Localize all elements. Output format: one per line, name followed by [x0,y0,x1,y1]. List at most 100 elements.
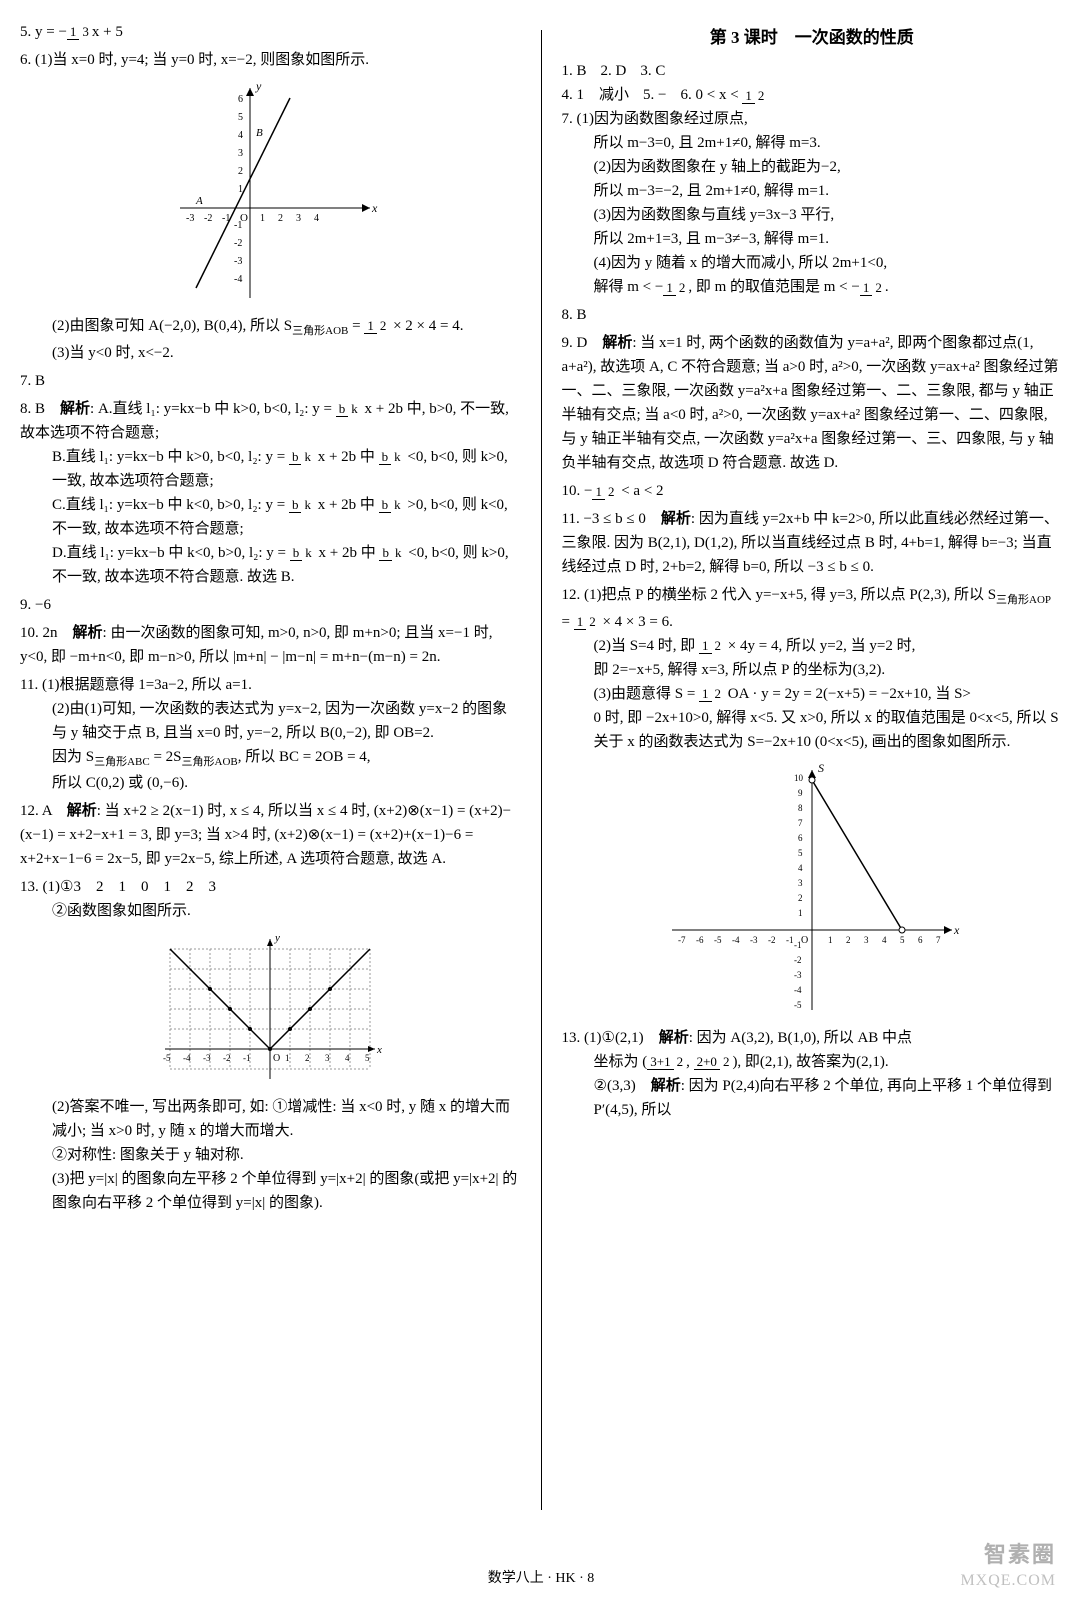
svg-text:4: 4 [882,935,887,945]
rq13: 13. (1)①(2,1) 解析: 因为 A(3,2), B(1,0), 所以 … [562,1026,1063,1122]
graph-svg-2: x y O 1 2 3 4 5 -1 -2 -3 -4 -5 [155,929,385,1089]
svg-text:-2: -2 [223,1053,231,1063]
svg-text:3: 3 [238,148,243,159]
q6-graph: x y O 1234 -1-2-3 123456 -1-2-3-4 A B [20,78,521,308]
svg-text:5: 5 [900,935,905,945]
svg-text:x: x [376,1044,382,1056]
watermark: 智素圈 [984,1537,1056,1572]
q6-num: 6. [20,52,31,68]
q8: 8. B 解析: A.直线 l₁: y=kx−b 中 k>0, b<0, l₂:… [20,397,521,589]
graph-svg-3: x S O 1234567 -1-2-3-4-5-6-7 12345678910… [662,760,962,1020]
rq12: 12. (1)把点 P 的横坐标 2 代入 y=−x+5, 得 y=3, 所以点… [562,583,1063,1020]
svg-text:-2: -2 [234,238,242,249]
svg-text:2: 2 [798,893,803,903]
svg-text:O: O [801,935,808,946]
rq9: 9. D 解析: 当 x=1 时, 两个函数的函数值为 y=a+a², 即两个图… [562,331,1063,475]
svg-text:x: x [953,923,960,937]
svg-text:4: 4 [238,130,243,141]
section-title: 第 3 课时 一次函数的性质 [562,24,1063,51]
graph-svg-1: x y O 1234 -1-2-3 123456 -1-2-3-4 A B [160,78,380,308]
q6-p3: (3)当 y<0 时, x<−2. [20,341,521,365]
svg-text:2: 2 [846,935,851,945]
svg-text:2: 2 [278,213,283,224]
svg-text:S: S [818,761,824,775]
svg-text:-3: -3 [203,1053,211,1063]
svg-text:y: y [255,79,262,93]
rq12-graph: x S O 1234567 -1-2-3-4-5-6-7 12345678910… [562,760,1063,1020]
svg-text:6: 6 [798,833,803,843]
svg-text:-4: -4 [794,985,802,995]
svg-text:-6: -6 [696,935,704,945]
svg-text:x: x [371,201,378,215]
svg-text:O: O [273,1053,280,1064]
svg-text:-1: -1 [243,1053,251,1063]
page-footer: 数学八上 · HK · 8 [0,1568,1082,1590]
svg-text:5: 5 [365,1053,370,1063]
left-column: 5. y = −13x + 5 6. (1)当 x=0 时, y=4; 当 y=… [0,20,541,1520]
svg-text:A: A [195,195,203,207]
row2: 4. 1 减小 5. − 6. 0 < x < 12 [562,83,1063,107]
q13: 13. (1)①3 2 1 0 1 2 3 ②函数图象如图所示. x y O 1 [20,875,521,1215]
svg-text:5: 5 [238,112,243,123]
svg-text:2: 2 [238,166,243,177]
q13-graph: x y O 1 2 3 4 5 -1 -2 -3 -4 -5 [20,929,521,1089]
svg-text:3: 3 [864,935,869,945]
svg-text:4: 4 [798,863,803,873]
svg-text:-4: -4 [234,274,242,285]
svg-text:-2: -2 [794,955,802,965]
svg-text:1: 1 [828,935,833,945]
svg-text:1: 1 [285,1053,290,1063]
q6-p2: (2)由图象可知 A(−2,0), B(0,4), 所以 S三角形AOB = 1… [20,314,521,341]
rq10: 10. −12 < a < 2 [562,479,1063,503]
svg-text:3: 3 [798,878,803,888]
svg-text:-2: -2 [768,935,776,945]
svg-text:1: 1 [260,213,265,224]
svg-text:-5: -5 [163,1053,171,1063]
svg-text:-1: -1 [234,220,242,231]
q12: 12. A 解析: 当 x+2 ≥ 2(x−1) 时, x ≤ 4, 所以当 x… [20,799,521,871]
svg-text:-4: -4 [183,1053,191,1063]
svg-text:9: 9 [798,788,803,798]
q9: 9. −6 [20,593,521,617]
svg-text:y: y [274,932,280,944]
svg-text:3: 3 [325,1053,330,1063]
q10: 10. 2n 解析: 由一次函数的图象可知, m>0, n>0, 即 m+n>0… [20,621,521,669]
rq11: 11. −3 ≤ b ≤ 0 解析: 因为直线 y=2x+b 中 k=2>0, … [562,507,1063,579]
svg-text:8: 8 [798,803,803,813]
svg-text:4: 4 [314,213,319,224]
svg-text:1: 1 [798,908,803,918]
svg-text:-3: -3 [186,213,194,224]
rq8: 8. B [562,303,1063,327]
watermark-url: MXQE.COM [960,1568,1056,1594]
svg-text:B: B [256,127,263,139]
svg-text:-3: -3 [794,970,802,980]
svg-text:-1: -1 [786,935,794,945]
q6: 6. (1)当 x=0 时, y=4; 当 y=0 时, x=−2, 则图象如图… [20,48,521,365]
svg-text:-1: -1 [794,940,802,950]
right-column: 第 3 课时 一次函数的性质 1. B 2. D 3. C 4. 1 减小 5.… [542,20,1082,1520]
q7: 7. B [20,369,521,393]
svg-text:-7: -7 [678,935,686,945]
svg-text:7: 7 [936,935,941,945]
svg-text:-4: -4 [732,935,740,945]
svg-text:2: 2 [305,1053,310,1063]
svg-text:4: 4 [345,1053,350,1063]
svg-text:7: 7 [798,818,803,828]
row1: 1. B 2. D 3. C [562,59,1063,83]
svg-text:3: 3 [296,213,301,224]
q5-num: 5. [20,24,31,40]
svg-text:5: 5 [798,848,803,858]
svg-text:6: 6 [238,94,243,105]
svg-text:10: 10 [794,773,804,783]
rq7: 7. (1)因为函数图象经过原点, 所以 m−3=0, 且 2m+1≠0, 解得… [562,107,1063,299]
page-container: 5. y = −13x + 5 6. (1)当 x=0 时, y=4; 当 y=… [0,0,1082,1540]
svg-text:-3: -3 [750,935,758,945]
svg-text:-3: -3 [234,256,242,267]
svg-text:-5: -5 [714,935,722,945]
svg-text:6: 6 [918,935,923,945]
svg-text:-5: -5 [794,1000,802,1010]
svg-text:-2: -2 [204,213,212,224]
q5: 5. y = −13x + 5 [20,20,521,44]
q11: 11. (1)根据题意得 1=3a−2, 所以 a=1. (2)由(1)可知, … [20,673,521,796]
q6-p1: (1)当 x=0 时, y=4; 当 y=0 时, x=−2, 则图象如图所示. [35,52,369,68]
